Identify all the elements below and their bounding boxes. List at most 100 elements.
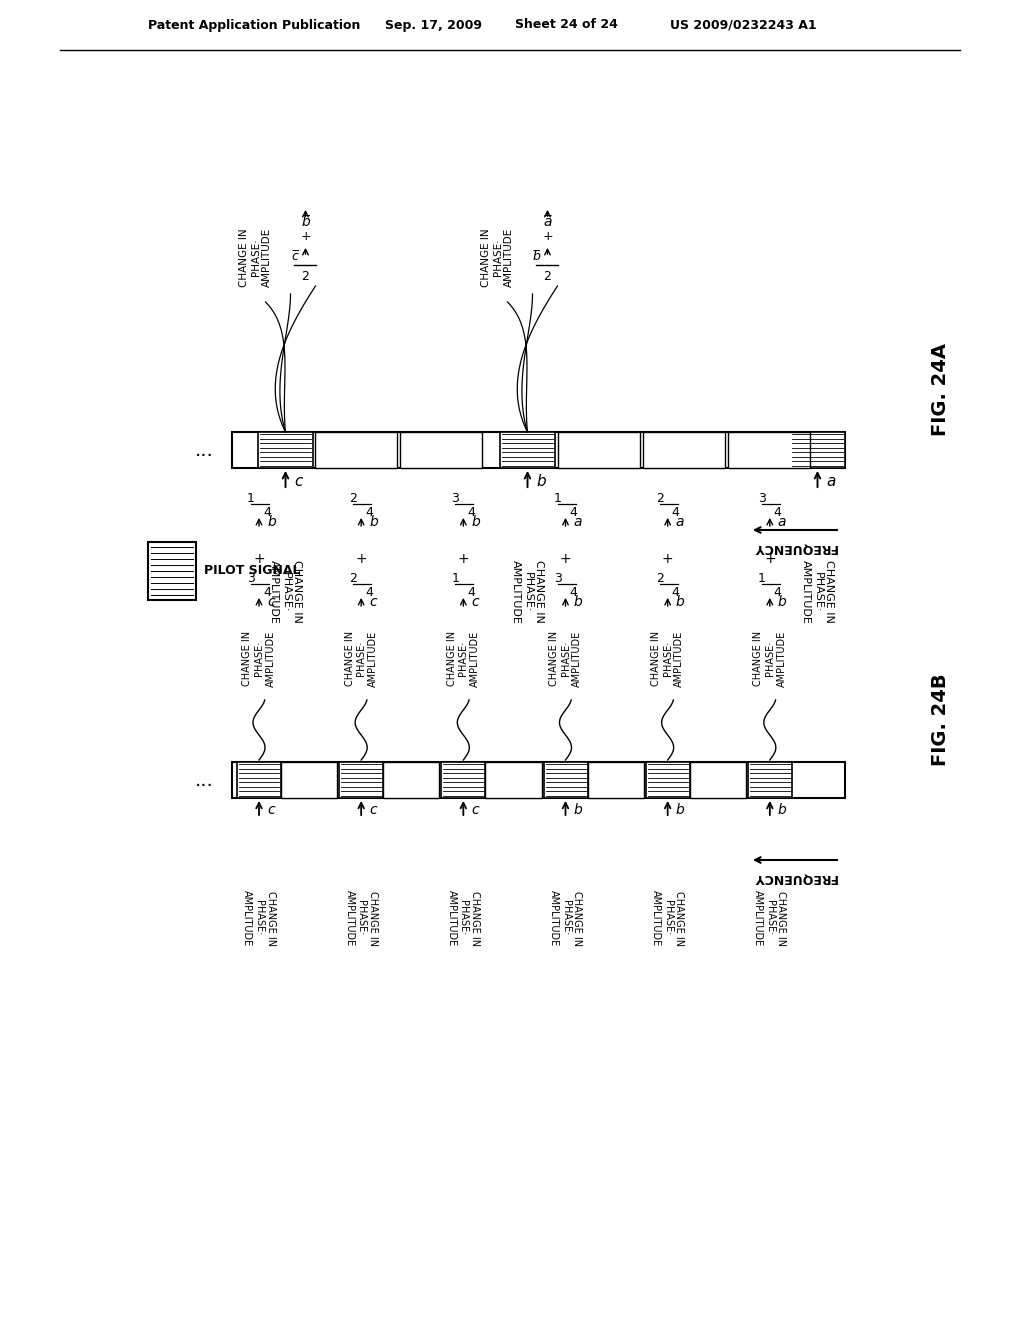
Text: b: b: [267, 515, 275, 529]
Text: 2: 2: [349, 573, 357, 586]
Text: 2: 2: [349, 492, 357, 506]
Text: +: +: [355, 552, 367, 566]
Text: US 2009/0232243 A1: US 2009/0232243 A1: [670, 18, 816, 32]
Text: b: b: [370, 515, 378, 529]
Text: +: +: [300, 231, 311, 243]
Text: +: +: [560, 552, 571, 566]
Text: 4: 4: [366, 506, 373, 519]
FancyBboxPatch shape: [728, 432, 810, 469]
Text: CHANGE IN
PHASE·
AMPLITUDE: CHANGE IN PHASE· AMPLITUDE: [511, 560, 544, 624]
Text: Sep. 17, 2009: Sep. 17, 2009: [385, 18, 482, 32]
Text: PILOT SIGNAL: PILOT SIGNAL: [204, 565, 300, 578]
Text: b: b: [537, 474, 546, 490]
Text: FREQUENCY: FREQUENCY: [753, 541, 838, 554]
FancyBboxPatch shape: [441, 762, 485, 799]
Text: 4: 4: [569, 506, 578, 519]
Text: 4: 4: [569, 586, 578, 598]
Text: 3: 3: [758, 492, 766, 506]
Text: b: b: [676, 595, 684, 609]
Text: CHANGE IN
PHASE·
AMPLITUDE: CHANGE IN PHASE· AMPLITUDE: [549, 631, 582, 686]
Text: 4: 4: [366, 586, 373, 598]
FancyBboxPatch shape: [500, 432, 555, 469]
FancyBboxPatch shape: [237, 762, 281, 799]
Text: CHANGE IN
PHASE·
AMPLITUDE: CHANGE IN PHASE· AMPLITUDE: [344, 890, 378, 946]
Text: b: b: [676, 803, 684, 817]
Text: CHANGE IN
PHASE·
AMPLITUDE: CHANGE IN PHASE· AMPLITUDE: [243, 631, 275, 686]
Text: 1: 1: [452, 573, 460, 586]
Text: CHANGE IN
PHASE·
AMPLITUDE: CHANGE IN PHASE· AMPLITUDE: [446, 890, 480, 946]
Text: a: a: [778, 515, 786, 529]
Text: FIG. 24A: FIG. 24A: [931, 343, 949, 437]
Text: CHANGE IN
PHASE·
AMPLITUDE: CHANGE IN PHASE· AMPLITUDE: [344, 631, 378, 686]
Text: ...: ...: [196, 771, 214, 789]
FancyBboxPatch shape: [383, 762, 439, 799]
Text: 2: 2: [655, 492, 664, 506]
Text: 2: 2: [655, 573, 664, 586]
Text: 1: 1: [247, 492, 255, 506]
Text: +: +: [253, 552, 265, 566]
Text: 4: 4: [774, 586, 781, 598]
Text: 3: 3: [247, 573, 255, 586]
FancyBboxPatch shape: [485, 762, 542, 799]
Text: a̅: a̅: [544, 215, 552, 228]
Text: a: a: [826, 474, 836, 490]
FancyBboxPatch shape: [232, 432, 845, 469]
Text: c: c: [267, 595, 274, 609]
Text: 1: 1: [758, 573, 766, 586]
Text: b̅: b̅: [532, 251, 541, 264]
Text: +: +: [542, 231, 553, 243]
Text: CHANGE IN
PHASE·
AMPLITUDE: CHANGE IN PHASE· AMPLITUDE: [801, 560, 835, 624]
Text: 1: 1: [554, 492, 561, 506]
FancyBboxPatch shape: [690, 762, 745, 799]
Text: CHANGE IN
PHASE·
AMPLITUDE: CHANGE IN PHASE· AMPLITUDE: [481, 228, 514, 286]
Text: 3: 3: [452, 492, 460, 506]
FancyBboxPatch shape: [281, 762, 337, 799]
Text: +: +: [764, 552, 775, 566]
Text: c̅: c̅: [292, 251, 299, 264]
Text: CHANGE IN
PHASE·
AMPLITUDE: CHANGE IN PHASE· AMPLITUDE: [754, 631, 786, 686]
FancyBboxPatch shape: [790, 432, 845, 469]
Text: +: +: [662, 552, 674, 566]
FancyBboxPatch shape: [544, 762, 588, 799]
Text: ...: ...: [196, 441, 214, 459]
Text: Patent Application Publication: Patent Application Publication: [148, 18, 360, 32]
Text: a: a: [676, 515, 684, 529]
Text: c: c: [370, 595, 377, 609]
Text: b̅: b̅: [301, 215, 310, 228]
Text: CHANGE IN
PHASE·
AMPLITUDE: CHANGE IN PHASE· AMPLITUDE: [549, 890, 582, 946]
Text: CHANGE IN
PHASE·
AMPLITUDE: CHANGE IN PHASE· AMPLITUDE: [243, 890, 275, 946]
Text: CHANGE IN
PHASE·
AMPLITUDE: CHANGE IN PHASE· AMPLITUDE: [651, 631, 684, 686]
FancyBboxPatch shape: [748, 762, 792, 799]
Text: FIG. 24B: FIG. 24B: [931, 673, 949, 767]
Text: 4: 4: [672, 586, 680, 598]
Text: c: c: [370, 803, 377, 817]
Text: b: b: [778, 803, 786, 817]
FancyBboxPatch shape: [315, 432, 397, 469]
Text: 4: 4: [467, 506, 475, 519]
Text: 4: 4: [263, 506, 271, 519]
FancyBboxPatch shape: [339, 762, 383, 799]
Text: CHANGE IN
PHASE·
AMPLITUDE: CHANGE IN PHASE· AMPLITUDE: [754, 890, 786, 946]
Text: CHANGE IN
PHASE·
AMPLITUDE: CHANGE IN PHASE· AMPLITUDE: [651, 890, 684, 946]
Text: 4: 4: [672, 506, 680, 519]
Text: a: a: [573, 515, 582, 529]
Text: 4: 4: [467, 586, 475, 598]
Text: 4: 4: [263, 586, 271, 598]
Text: b: b: [471, 515, 480, 529]
Text: 3: 3: [554, 573, 561, 586]
Text: b: b: [778, 595, 786, 609]
FancyBboxPatch shape: [646, 762, 690, 799]
FancyBboxPatch shape: [400, 432, 482, 469]
Text: b: b: [573, 803, 583, 817]
Text: CHANGE IN
PHASE·
AMPLITUDE: CHANGE IN PHASE· AMPLITUDE: [446, 631, 480, 686]
Text: CHANGE IN
PHASE·
AMPLITUDE: CHANGE IN PHASE· AMPLITUDE: [269, 560, 302, 624]
FancyBboxPatch shape: [558, 432, 640, 469]
Text: 2: 2: [544, 271, 552, 284]
FancyBboxPatch shape: [148, 543, 196, 601]
Text: CHANGE IN
PHASE·
AMPLITUDE: CHANGE IN PHASE· AMPLITUDE: [239, 228, 272, 286]
FancyBboxPatch shape: [588, 762, 644, 799]
Text: +: +: [458, 552, 469, 566]
Text: c: c: [295, 474, 303, 490]
Text: 2: 2: [301, 271, 309, 284]
FancyBboxPatch shape: [232, 762, 845, 799]
